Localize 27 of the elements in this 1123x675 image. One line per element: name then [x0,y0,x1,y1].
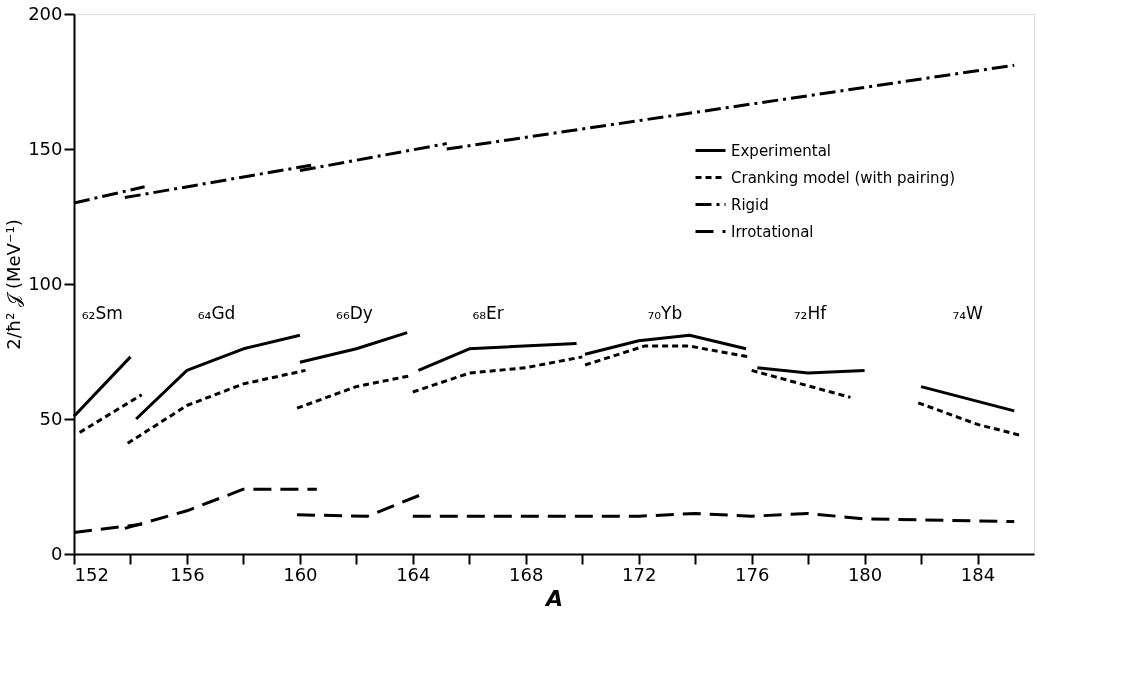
annotation: ₇₀Yb [647,303,683,323]
y-tick-label: 200 [28,2,63,24]
x-tick-label: 156 [170,563,205,585]
y-tick-label: 50 [39,407,63,429]
y-tick-label: 0 [51,542,63,564]
x-axis-title: A [543,585,564,611]
annotation: ₆₄Gd [197,303,236,323]
x-tick-label: 160 [283,563,318,585]
x-tick-label: 176 [734,563,770,585]
legend-label: Cranking model (with pairing) [731,168,956,187]
annotation: ₇₄W [952,303,984,323]
x-tick-label: 184 [960,563,996,585]
x-tick-label: 168 [509,563,544,585]
annotation: ₇₂Hf [793,303,828,323]
y-tick-label: 150 [28,137,63,159]
annotation: ₆₈Er [472,303,504,323]
x-tick-label: 172 [622,563,657,585]
y-tick-label: 100 [28,272,63,294]
annotation: ₆₆Dy [336,303,373,323]
legend-label: Experimental [731,141,832,160]
legend-label: Rigid [731,195,769,214]
x-tick-label: 152 [74,563,109,585]
x-tick-label: 164 [396,563,431,585]
y-axis-title: 2/ħ² 𝒥 (MeV⁻¹) [3,219,25,350]
x-tick-label: 180 [847,563,883,585]
legend-label: Irrotational [731,222,814,241]
annotation: ₆₂Sm [81,303,123,323]
